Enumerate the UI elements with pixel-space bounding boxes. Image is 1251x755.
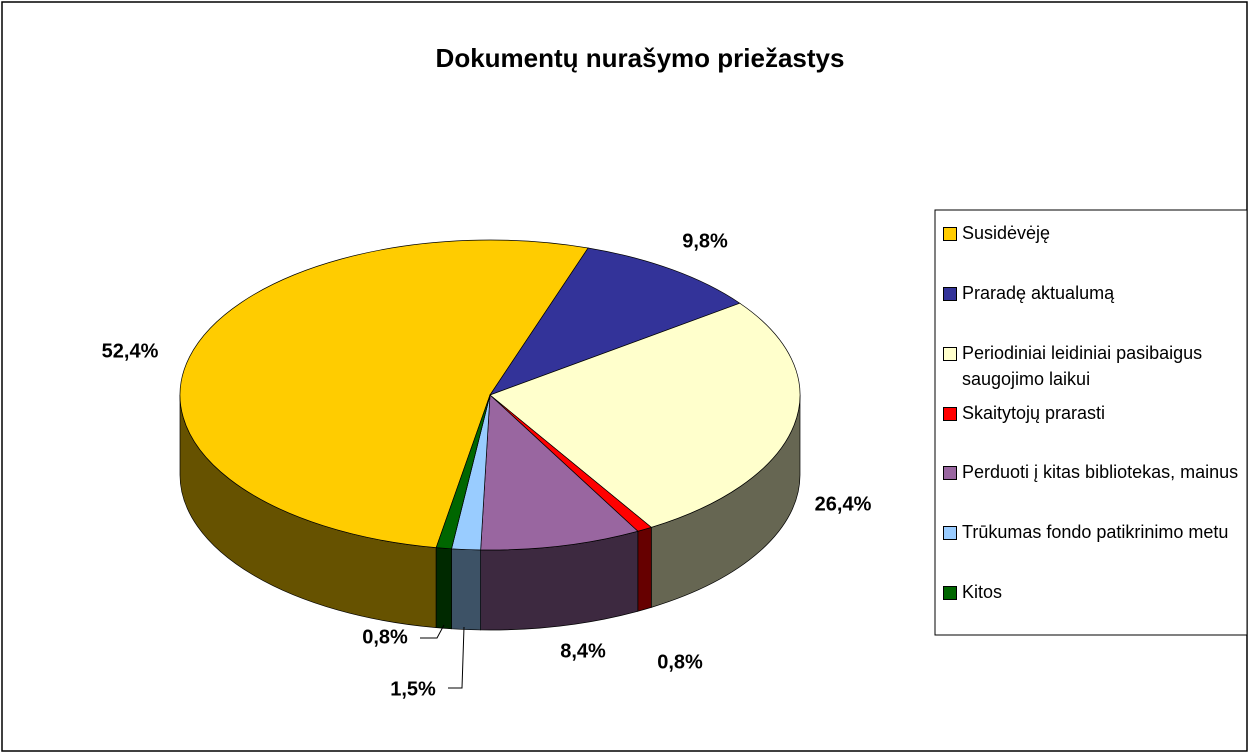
pie-side: [451, 548, 482, 631]
data-label: 52,4%: [102, 340, 159, 362]
legend-swatch: [943, 526, 957, 540]
legend-swatch: [943, 227, 957, 241]
legend-swatch: [943, 586, 957, 600]
legend-label: Praradę aktualumą: [962, 283, 1115, 303]
legend-swatch: [943, 347, 957, 361]
legend-swatch: [943, 287, 957, 301]
data-label: 1,5%: [390, 678, 436, 700]
legend-label: Periodiniai leidiniai pasibaigus saugoji…: [962, 343, 1203, 389]
legend-label: Kitos: [962, 582, 1003, 602]
data-label: 26,4%: [815, 493, 872, 515]
data-label: 0,8%: [657, 651, 703, 673]
legend-label: Skaitytojų prarasti: [962, 403, 1106, 423]
pie-slice: [489, 247, 741, 396]
pie-slice: [179, 239, 589, 549]
pie-slice: [489, 302, 801, 528]
leader-line: [420, 624, 445, 639]
pie-side: [637, 526, 652, 612]
pie-slice: [480, 394, 639, 551]
legend-label: Perduoti į kitas bibliotekas, mainus: [962, 462, 1239, 482]
pie-tops: [179, 239, 801, 551]
legend-box: [934, 209, 1248, 636]
legend-swatch: [943, 466, 957, 480]
data-label: 0,8%: [362, 626, 408, 648]
chart-title: Dokumentų nurašymo priežastys: [436, 43, 845, 73]
pie-slice: [435, 394, 491, 550]
data-label: 8,4%: [560, 640, 606, 662]
legend-label: Susidėvėję: [962, 223, 1051, 243]
leader-line: [448, 626, 465, 689]
pie-side: [435, 547, 452, 630]
legend-swatch: [943, 407, 957, 421]
data-label: 9,8%: [682, 230, 728, 252]
legend-label: Trūkumas fondo patikrinimo metu: [962, 522, 1229, 542]
